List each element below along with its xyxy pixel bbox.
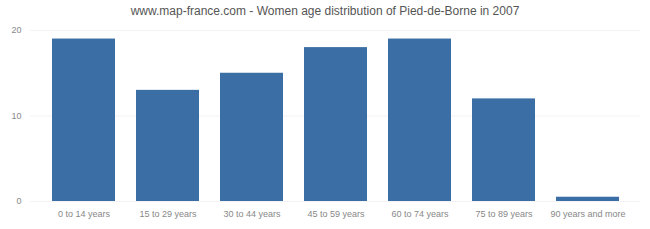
svg-text:15 to 29 years: 15 to 29 years [139, 209, 197, 219]
svg-text:10: 10 [11, 111, 21, 121]
html-text:www.map-france.com - Women age: www.map-france.com - Women age distribut… [130, 4, 520, 18]
svg-text:20: 20 [11, 25, 21, 35]
svg-text:0 to 14 years: 0 to 14 years [58, 209, 111, 219]
svg-text:45 to 59 years: 45 to 59 years [307, 209, 365, 219]
svg-text:0: 0 [16, 196, 21, 206]
svg-text:60 to 74 years: 60 to 74 years [391, 209, 449, 219]
svg-text:90 years and more: 90 years and more [550, 209, 625, 219]
svg-text:75 to 89 years: 75 to 89 years [475, 209, 533, 219]
svg-text:30 to 44 years: 30 to 44 years [223, 209, 281, 219]
